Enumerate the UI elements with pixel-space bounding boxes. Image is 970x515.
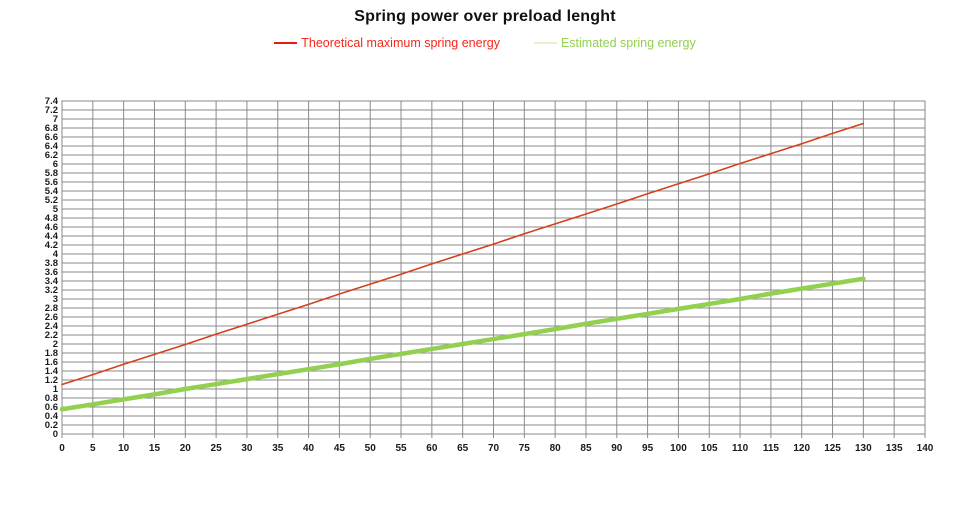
y-axis-tick-label: 0	[53, 429, 58, 440]
green-line-legend-marker-icon	[533, 42, 557, 44]
y-axis-tick-label: 6.8	[45, 123, 58, 134]
y-axis-tick-label: 5.6	[45, 177, 58, 188]
y-axis-tick-label: 2.2	[45, 330, 58, 341]
y-axis-tick-label: 2	[53, 339, 58, 350]
y-axis-tick-label: 3.8	[45, 258, 58, 269]
y-axis-tick-label: 0.2	[45, 420, 58, 431]
x-axis-tick-label: 125	[824, 443, 841, 454]
y-axis-tick-label: 1.6	[45, 357, 58, 368]
x-axis-tick-label: 85	[580, 443, 592, 454]
y-axis-tick-label: 6.4	[45, 141, 59, 152]
y-axis-tick-label: 3.6	[45, 267, 58, 278]
y-axis-tick-label: 6	[53, 159, 58, 170]
y-axis-tick-label: 3	[53, 294, 58, 305]
y-axis-tick-label: 7	[53, 114, 58, 125]
x-axis-tick-label: 40	[303, 443, 315, 454]
y-axis-tick-label: 4.8	[45, 213, 58, 224]
y-axis-tick-label: 7.2	[45, 105, 58, 116]
y-axis-tick-label: 5	[53, 204, 59, 215]
x-axis-tick-label: 70	[488, 443, 500, 454]
series-line-estimated	[59, 276, 866, 412]
x-axis-tick-label: 65	[457, 443, 469, 454]
y-axis-tick-label: 6.6	[45, 132, 58, 143]
x-axis-tick-label: 15	[149, 443, 161, 454]
x-axis-tick-label: 35	[272, 443, 284, 454]
y-axis-tick-label: 7.4	[45, 96, 59, 107]
y-axis-tick-label: 4	[53, 249, 59, 260]
x-axis-tick-label: 25	[211, 443, 223, 454]
y-axis-tick-label: 5.8	[45, 168, 58, 179]
y-axis-tick-label: 1	[53, 384, 59, 395]
y-axis-tick-label: 2.6	[45, 312, 58, 323]
y-axis-tick-label: 2.8	[45, 303, 58, 314]
y-axis-tick-label: 1.8	[45, 348, 58, 359]
y-axis-tick-label: 4.2	[45, 240, 58, 251]
y-axis-tick-label: 1.4	[45, 366, 59, 377]
x-axis-tick-label: 130	[855, 443, 872, 454]
y-axis-tick-label: 3.2	[45, 285, 58, 296]
y-axis-tick-label: 5.2	[45, 195, 58, 206]
y-axis-tick-label: 4.4	[45, 231, 59, 242]
x-axis-tick-label: 140	[917, 443, 934, 454]
x-axis-tick-label: 115	[763, 443, 780, 454]
x-axis-tick-label: 100	[670, 443, 687, 454]
y-axis-tick-label: 0.6	[45, 402, 58, 413]
y-axis-tick-label: 1.2	[45, 375, 58, 386]
x-axis-tick-label: 0	[59, 443, 65, 454]
y-axis-tick-label: 3.4	[45, 276, 59, 287]
x-axis-tick-label: 80	[550, 443, 562, 454]
legend-item-theoretical: Theoretical maximum spring energy	[274, 36, 500, 50]
x-axis-tick-label: 5	[90, 443, 96, 454]
chart-legend: Theoretical maximum spring energy Estima…	[0, 36, 970, 50]
x-axis-tick-label: 55	[395, 443, 407, 454]
x-axis-tick-label: 10	[118, 443, 130, 454]
y-axis-tick-label: 0.8	[45, 393, 58, 404]
y-axis-tick-label: 4.6	[45, 222, 58, 233]
chart-title: Spring power over preload lenght	[354, 8, 616, 25]
x-axis-tick-label: 110	[732, 443, 749, 454]
y-axis-tick-label: 2.4	[45, 321, 59, 332]
legend-item-estimated: Estimated spring energy	[533, 36, 696, 50]
y-axis-tick-label: 6.2	[45, 150, 58, 161]
x-axis-tick-label: 30	[241, 443, 253, 454]
series-line-theoretical	[61, 122, 865, 386]
x-axis-tick-label: 75	[519, 443, 531, 454]
x-axis-tick-label: 50	[365, 443, 377, 454]
plot-border	[61, 100, 926, 435]
red-line-legend-marker-icon	[274, 42, 298, 44]
y-axis-tick-label: 0.4	[45, 411, 59, 422]
x-axis-tick-label: 60	[426, 443, 438, 454]
x-axis-tick-label: 135	[886, 443, 903, 454]
x-axis-tick-label: 90	[611, 443, 623, 454]
x-axis-tick-label: 95	[642, 443, 654, 454]
x-axis-tick-label: 20	[180, 443, 192, 454]
x-axis-tick-label: 120	[793, 443, 810, 454]
y-axis-tick-label: 5.4	[45, 186, 59, 197]
legend-label-theoretical: Theoretical maximum spring energy	[301, 36, 500, 50]
legend-label-estimated: Estimated spring energy	[560, 36, 696, 50]
x-axis-tick-label: 105	[701, 443, 718, 454]
x-axis-tick-label: 45	[334, 443, 346, 454]
